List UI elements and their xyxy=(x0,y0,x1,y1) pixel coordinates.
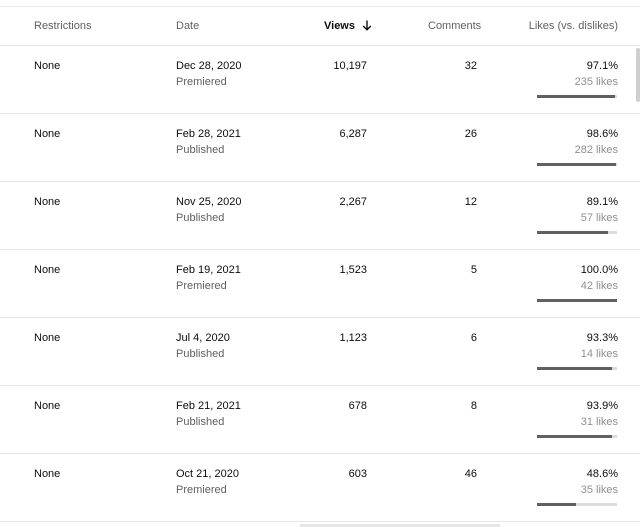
table-header: Restrictions Date Views Comments Likes (… xyxy=(0,0,640,46)
date-value: Nov 25, 2020 xyxy=(176,196,242,208)
table-row[interactable]: None Dec 28, 2020 Premiered 10,197 32 97… xyxy=(0,46,640,114)
likes-ratio-bar xyxy=(537,503,617,506)
vertical-scrollbar[interactable] xyxy=(636,48,640,102)
likes-ratio-fill xyxy=(537,163,616,166)
likes-ratio-fill xyxy=(537,231,609,234)
restriction-value: None xyxy=(34,400,61,412)
likes-ratio-bar xyxy=(537,231,617,234)
comments-value: 46 xyxy=(464,468,477,480)
restriction-value: None xyxy=(34,264,61,276)
likes-ratio-bar xyxy=(537,435,617,438)
table-row[interactable]: None Jul 4, 2020 Published 1,123 6 93.3%… xyxy=(0,318,640,386)
table-row[interactable]: None Feb 21, 2021 Published 678 8 93.9% … xyxy=(0,386,640,454)
column-header-views-label: Views xyxy=(324,20,355,32)
comments-value: 5 xyxy=(470,264,477,276)
likes-count: 57 likes xyxy=(580,212,618,224)
likes-count: 235 likes xyxy=(574,76,618,88)
table-row[interactable]: None Oct 21, 2020 Premiered 603 46 48.6%… xyxy=(0,454,640,522)
likes-count: 282 likes xyxy=(574,144,618,156)
likes-percentage: 93.3% xyxy=(586,332,618,344)
horizontal-scrollbar[interactable] xyxy=(300,524,500,527)
restriction-value: None xyxy=(34,128,61,140)
column-header-comments[interactable]: Comments xyxy=(428,20,482,32)
views-value: 678 xyxy=(348,400,367,412)
table-body: None Dec 28, 2020 Premiered 10,197 32 97… xyxy=(0,46,640,522)
restriction-value: None xyxy=(34,60,61,72)
likes-count: 31 likes xyxy=(580,416,618,428)
likes-count: 42 likes xyxy=(580,280,618,292)
views-value: 6,287 xyxy=(339,128,367,140)
table-row[interactable]: None Feb 19, 2021 Premiered 1,523 5 100.… xyxy=(0,250,640,318)
views-value: 603 xyxy=(348,468,367,480)
date-value: Feb 28, 2021 xyxy=(176,128,241,140)
likes-percentage: 97.1% xyxy=(586,60,618,72)
likes-ratio-fill xyxy=(537,299,617,302)
top-divider xyxy=(0,0,640,7)
column-header-restrictions[interactable]: Restrictions xyxy=(34,20,92,32)
views-value: 1,123 xyxy=(339,332,367,344)
likes-count: 35 likes xyxy=(580,484,618,496)
date-value: Jul 4, 2020 xyxy=(176,332,230,344)
comments-value: 12 xyxy=(464,196,477,208)
date-value: Feb 21, 2021 xyxy=(176,400,241,412)
table-row[interactable]: None Feb 28, 2021 Published 6,287 26 98.… xyxy=(0,114,640,182)
likes-count: 14 likes xyxy=(580,348,618,360)
restriction-value: None xyxy=(34,196,61,208)
comments-value: 6 xyxy=(470,332,477,344)
column-header-date[interactable]: Date xyxy=(176,20,200,32)
publish-status: Premiered xyxy=(176,76,227,88)
views-value: 2,267 xyxy=(339,196,367,208)
comments-value: 32 xyxy=(464,60,477,72)
comments-value: 26 xyxy=(464,128,477,140)
likes-ratio-bar xyxy=(537,367,617,370)
publish-status: Published xyxy=(176,212,225,224)
restriction-value: None xyxy=(34,332,61,344)
likes-ratio-fill xyxy=(537,367,612,370)
likes-ratio-bar xyxy=(537,299,617,302)
publish-status: Premiered xyxy=(176,484,227,496)
views-value: 1,523 xyxy=(339,264,367,276)
date-value: Feb 19, 2021 xyxy=(176,264,241,276)
likes-percentage: 98.6% xyxy=(586,128,618,140)
comments-value: 8 xyxy=(470,400,477,412)
likes-percentage: 100.0% xyxy=(580,264,618,276)
views-value: 10,197 xyxy=(333,60,367,72)
likes-ratio-fill xyxy=(537,95,615,98)
likes-ratio-fill xyxy=(537,435,613,438)
likes-percentage: 48.6% xyxy=(586,468,618,480)
publish-status: Published xyxy=(176,416,225,428)
likes-ratio-bar xyxy=(537,95,617,98)
likes-percentage: 89.1% xyxy=(586,196,618,208)
publish-status: Published xyxy=(176,144,225,156)
restriction-value: None xyxy=(34,468,61,480)
column-header-views[interactable]: Views xyxy=(324,20,372,33)
arrow-down-icon[interactable] xyxy=(362,20,372,31)
table-row[interactable]: None Nov 25, 2020 Published 2,267 12 89.… xyxy=(0,182,640,250)
date-value: Dec 28, 2020 xyxy=(176,60,242,72)
likes-ratio-bar xyxy=(537,163,617,166)
date-value: Oct 21, 2020 xyxy=(176,468,239,480)
column-header-likes[interactable]: Likes (vs. dislikes) xyxy=(528,20,618,32)
likes-percentage: 93.9% xyxy=(586,400,618,412)
publish-status: Published xyxy=(176,348,225,360)
likes-ratio-fill xyxy=(537,503,576,506)
publish-status: Premiered xyxy=(176,280,227,292)
